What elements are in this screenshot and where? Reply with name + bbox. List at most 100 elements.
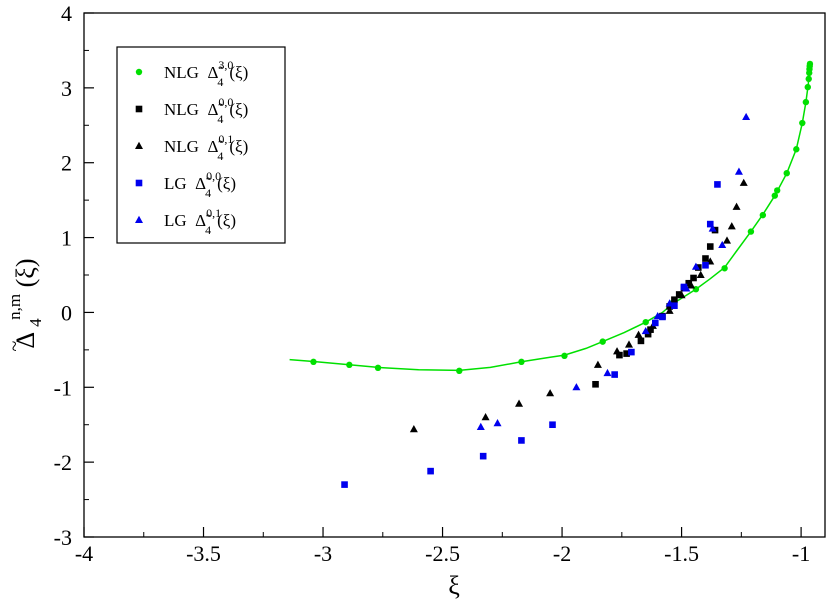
legend-label-1: NLG Δ̃3,0 4 (ξ) [164, 58, 248, 89]
data-point-series-1 [799, 119, 806, 127]
fit-curve-line [289, 63, 811, 372]
data-point-series-5 [665, 299, 674, 307]
legend-marker-2 [135, 105, 143, 113]
data-point-series-3 [634, 330, 643, 338]
data-point-series-1 [599, 338, 606, 345]
data-point-series-1 [456, 367, 463, 375]
data-point-series-1 [771, 192, 779, 199]
data-point-series-4 [651, 319, 659, 327]
data-point-series-1 [783, 169, 790, 177]
data-point-series-2 [685, 279, 693, 287]
data-point-series-3 [624, 340, 633, 348]
svg-text:~ Δ 4 n,m: ~ Δ 4 n,m (ξ) [0, 258, 47, 351]
y-tick-label: -1 [54, 375, 72, 400]
y-tick-label: 4 [61, 1, 72, 26]
data-point-series-3 [677, 291, 686, 299]
x-tick-label: -3.5 [186, 541, 221, 566]
data-point-series-1 [374, 364, 382, 372]
legend-marker-5 [135, 215, 143, 223]
y-axis-label: ~ Δ 4 n,m (ξ) [0, 258, 47, 351]
legend-label-4: LG Δ̃0,0 4 (ξ) [164, 169, 236, 200]
data-point-series-4 [479, 452, 487, 460]
x-tick-label: -3 [314, 541, 332, 566]
data-point-series-5 [742, 112, 751, 121]
data-point-series-2 [616, 351, 623, 359]
y-tick-label: -2 [54, 450, 72, 475]
data-point-series-3 [481, 413, 490, 421]
data-points-layer [310, 60, 814, 488]
y-tick-label: 0 [61, 300, 72, 325]
data-point-series-5 [493, 419, 502, 427]
legend-label-5: LG Δ̃0,1 4 (ξ) [164, 206, 236, 237]
y-label-symbol: Δ [11, 333, 40, 349]
x-tick-label: -2.5 [425, 541, 460, 566]
data-point-series-3 [515, 399, 524, 407]
data-point-series-3 [409, 425, 418, 433]
data-point-series-3 [687, 281, 696, 289]
x-tick-label: -1 [792, 541, 810, 566]
legend-label-3: NLG Δ̃0,1 4 (ξ) [164, 132, 248, 163]
data-point-series-3 [722, 236, 731, 244]
data-point-series-1 [773, 187, 781, 194]
data-point-series-1 [310, 358, 317, 366]
data-point-series-4 [427, 467, 434, 475]
data-point-series-1 [642, 318, 649, 326]
x-tick-label: -2 [553, 541, 571, 566]
legend: NLG Δ̃3,0 4 (ξ) NLG Δ̃0,0 4 (ξ) NLG Δ̃0,1 4 (ξ) L… [116, 46, 286, 244]
legend-label-2: NLG Δ̃0,0 4 (ξ) [164, 95, 248, 126]
y-label-sub: 4 [26, 318, 45, 327]
data-point-series-4 [714, 181, 721, 188]
data-point-series-3 [613, 347, 622, 355]
axis-ticks: -4 -3.5 -3 -2.5 -2 -1.5 -1 -3 -2 -1 0 1 2 3 4 [54, 1, 811, 566]
data-point-series-5 [718, 240, 727, 249]
legend-marker-4 [135, 179, 143, 187]
data-point-series-3 [696, 270, 705, 278]
x-axis-label: ξ [448, 571, 460, 600]
data-point-series-5 [476, 422, 485, 430]
y-tick-label: 3 [61, 76, 72, 101]
data-point-series-1 [759, 211, 767, 219]
legend-box [116, 46, 286, 244]
data-point-series-3 [732, 202, 741, 210]
data-point-series-2 [706, 243, 714, 250]
data-point-series-4 [659, 313, 666, 321]
data-point-series-5 [708, 224, 717, 232]
data-point-series-1 [721, 265, 728, 272]
data-point-series-2 [690, 274, 697, 282]
fit-curve-layer [289, 63, 811, 372]
data-point-series-1 [346, 361, 353, 369]
data-point-series-2 [675, 291, 683, 298]
data-point-series-2 [702, 255, 709, 262]
data-point-series-3 [593, 360, 602, 368]
x-tick-label: -4 [75, 541, 93, 566]
data-point-series-4 [518, 437, 525, 444]
data-point-series-1 [806, 60, 814, 68]
data-point-series-1 [804, 83, 811, 91]
data-point-series-4 [628, 348, 635, 356]
data-point-series-4 [706, 220, 714, 228]
data-point-series-4 [680, 283, 688, 291]
data-point-series-5 [572, 383, 581, 391]
y-label-sup: n,m [5, 294, 24, 320]
data-point-series-5 [691, 262, 700, 270]
data-point-series-1 [802, 98, 810, 106]
y-tick-label: -3 [54, 525, 72, 550]
data-point-series-5 [734, 167, 743, 175]
x-tick-label: -1.5 [664, 541, 699, 566]
data-point-series-4 [341, 481, 348, 488]
y-tick-label: 1 [61, 226, 72, 251]
data-point-series-3 [739, 178, 748, 186]
data-point-series-2 [671, 296, 678, 304]
data-point-series-4 [611, 371, 618, 378]
data-point-series-1 [518, 358, 525, 366]
data-point-series-4 [671, 302, 678, 309]
data-point-series-2 [647, 326, 654, 333]
y-label-tilde: ~ [4, 341, 26, 352]
data-point-series-1 [793, 146, 800, 153]
data-point-series-5 [682, 284, 691, 292]
data-point-series-1 [561, 352, 568, 360]
y-label-arg: (ξ) [11, 258, 40, 287]
legend-marker-1 [135, 68, 143, 76]
data-point-series-3 [727, 222, 736, 230]
